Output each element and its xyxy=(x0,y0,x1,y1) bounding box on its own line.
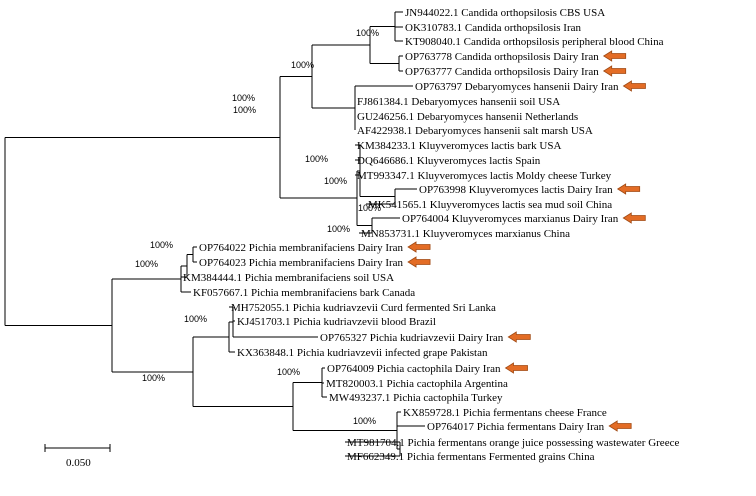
support-value: 100% xyxy=(233,105,256,115)
arrow-icon xyxy=(622,212,646,224)
leaf-label: MT820003.1 Pichia cactophila Argentina xyxy=(326,378,508,390)
support-value: 100% xyxy=(142,373,165,383)
leaf-label: OP763777 Candida orthopsilosis Dairy Ira… xyxy=(405,66,599,78)
leaf-label: OP763778 Candida orthopsilosis Dairy Ira… xyxy=(405,51,599,63)
leaf-label: OP764004 Kluyveromyces marxianus Dairy I… xyxy=(402,213,619,225)
leaf-label: MT993347.1 Kluyveromyces lactis Moldy ch… xyxy=(357,170,612,182)
leaf-label: MT981704.1 Pichia fermentans orange juic… xyxy=(347,437,679,449)
leaf-label: KX363848.1 Pichia kudriavzevii infected … xyxy=(237,347,488,359)
arrow-icon xyxy=(407,241,431,253)
leaf-label: MK541565.1 Kluyveromyces lactis sea mud … xyxy=(368,199,612,211)
arrow-icon xyxy=(608,420,632,432)
leaf-label: OP763797 Debaryomyces hansenii Dairy Ira… xyxy=(415,81,619,93)
arrow-icon xyxy=(407,256,431,268)
arrow-icon xyxy=(602,50,627,62)
leaf-label: KX859728.1 Pichia fermentans cheese Fran… xyxy=(403,407,607,419)
leaf-label: MH752055.1 Pichia kudriavzevii Curd ferm… xyxy=(231,302,496,314)
leaf-label: KF057667.1 Pichia membranifaciens bark C… xyxy=(193,287,415,299)
arrow-icon xyxy=(504,362,528,374)
support-value: 100% xyxy=(150,240,173,250)
leaf-label: GU246256.1 Debaryomyces hansenii Netherl… xyxy=(357,111,578,123)
leaf-label: JN944022.1 Candida orthopsilosis CBS USA xyxy=(405,7,605,19)
leaf-label: DQ646686.1 Kluyveromyces lactis Spain xyxy=(357,155,541,167)
arrow-icon xyxy=(507,331,531,343)
leaf-label: OP764009 Pichia cactophila Dairy Iran xyxy=(327,363,501,375)
leaf-label: OP764017 Pichia fermentans Dairy Iran xyxy=(427,421,605,433)
leaf-label: MW493237.1 Pichia cactophila Turkey xyxy=(329,392,503,404)
support-value: 100% xyxy=(184,314,207,324)
leaf-label: OP765327 Pichia kudriavzevii Dairy Iran xyxy=(320,332,504,344)
arrow-icon xyxy=(622,80,646,92)
support-value: 100% xyxy=(305,154,328,164)
scale-bar: 0.050 xyxy=(44,444,111,469)
leaf-label: OP764022 Pichia membranifaciens Dairy Ir… xyxy=(199,242,404,254)
leaf-label: MF662349.1 Pichia fermentans Fermented g… xyxy=(347,451,595,463)
arrow-icon xyxy=(616,183,641,195)
leaf-label: OP763998 Kluyveromyces lactis Dairy Iran xyxy=(419,184,613,196)
leaf-label: AF422938.1 Debaryomyces hansenii salt ma… xyxy=(357,125,593,137)
support-value: 100% xyxy=(135,259,158,269)
support-value: 100% xyxy=(277,367,300,377)
support-values: 100% 100% 100% 100% 100% 100% 100% 100% 100% 100%… xyxy=(135,28,381,426)
support-value: 100% xyxy=(324,176,347,186)
leaf-label: OK310783.1 Candida orthopsilosis Iran xyxy=(405,22,581,34)
support-value: 100% xyxy=(291,60,314,70)
support-value: 100% xyxy=(356,28,379,38)
support-value: 100% xyxy=(353,416,376,426)
support-value: 100% xyxy=(327,224,350,234)
arrow-icon xyxy=(602,65,627,77)
tree-branches xyxy=(4,11,425,457)
leaf-label: KT908040.1 Candida orthopsilosis periphe… xyxy=(405,36,664,48)
leaf-label: KJ451703.1 Pichia kudriavzevii blood Bra… xyxy=(237,316,436,328)
leaf-label: KM384233.1 Kluyveromyces lactis bark USA xyxy=(357,140,561,152)
leaf-label: KM384444.1 Pichia membranifaciens soil U… xyxy=(183,272,394,284)
leaf-label: FJ861384.1 Debaryomyces hansenii soil US… xyxy=(357,96,560,108)
leaf-label: MN853731.1 Kluyveromyces marxianus China xyxy=(361,228,570,240)
leaf-labels: JN944022.1 Candida orthopsilosis CBS USA… xyxy=(183,7,679,463)
scale-bar-label: 0.050 xyxy=(66,457,91,469)
leaf-label: OP764023 Pichia membranifaciens Dairy Ir… xyxy=(199,257,404,269)
support-value: 100% xyxy=(232,93,255,103)
support-value: 100% xyxy=(358,203,381,213)
